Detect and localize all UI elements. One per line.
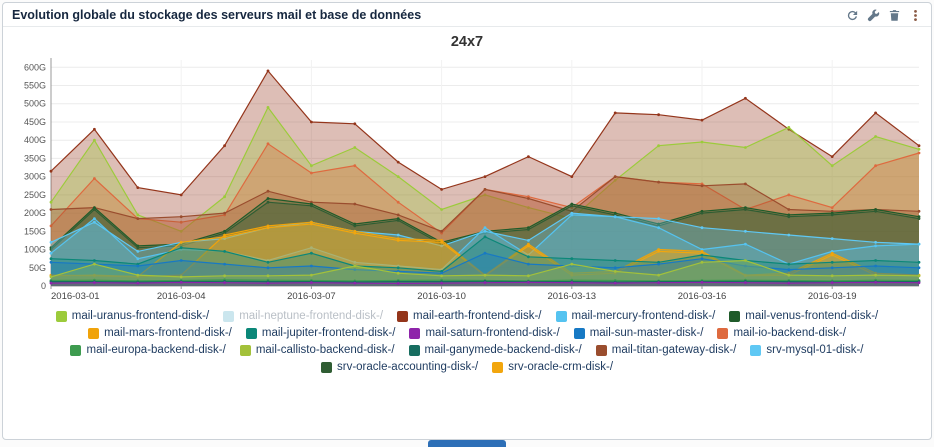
legend-label: srv-oracle-accounting-disk-/ xyxy=(336,361,479,373)
svg-text:0: 0 xyxy=(41,281,46,291)
legend-label: mail-titan-gateway-disk-/ xyxy=(611,344,737,356)
stacked-area-chart[interactable]: 0 50G 100G 150G 200G 250G 300G 350G 400G 450G 500G… xyxy=(7,52,927,304)
legend-color-swatch xyxy=(729,310,741,322)
panel-title: Evolution globale du stockage des serveu… xyxy=(12,8,422,22)
legend-item[interactable]: mail-europa-backend-disk-/ xyxy=(70,344,226,356)
legend-color-swatch xyxy=(70,344,82,356)
legend-item[interactable]: mail-callisto-backend-disk-/ xyxy=(239,344,395,356)
legend-color-swatch xyxy=(320,361,332,373)
legend-color-swatch xyxy=(492,361,504,373)
svg-text:450G: 450G xyxy=(24,117,46,127)
panel-toolbar xyxy=(846,9,922,22)
legend-color-swatch xyxy=(717,327,729,339)
legend-item[interactable]: mail-sun-master-disk-/ xyxy=(573,327,704,339)
legend-label: mail-neptune-frontend-disk-/ xyxy=(239,310,384,322)
legend-label: mail-uranus-frontend-disk-/ xyxy=(71,310,210,322)
legend-item[interactable]: mail-jupiter-frontend-disk-/ xyxy=(245,327,396,339)
svg-text:350G: 350G xyxy=(24,153,46,163)
legend-label: mail-venus-frontend-disk-/ xyxy=(745,310,879,322)
more-icon[interactable] xyxy=(909,9,922,22)
legend-item[interactable]: mail-ganymede-backend-disk-/ xyxy=(408,344,582,356)
legend-label: srv-mysql-01-disk-/ xyxy=(766,344,864,356)
legend-color-swatch xyxy=(573,327,585,339)
legend-label: mail-earth-frontend-disk-/ xyxy=(413,310,542,322)
legend-label: mail-jupiter-frontend-disk-/ xyxy=(261,327,396,339)
legend-color-swatch xyxy=(239,344,251,356)
legend-item[interactable]: mail-io-backend-disk-/ xyxy=(717,327,846,339)
legend-item[interactable]: mail-mars-frontend-disk-/ xyxy=(88,327,232,339)
legend-color-swatch xyxy=(223,310,235,322)
chart-area: 0 50G 100G 150G 200G 250G 300G 350G 400G 450G 500G… xyxy=(3,52,931,304)
svg-text:200G: 200G xyxy=(24,208,46,218)
bottom-blue-bar xyxy=(428,440,506,447)
svg-text:2016-03-01: 2016-03-01 xyxy=(51,291,100,302)
legend-color-swatch xyxy=(88,327,100,339)
dashboard-panel: Evolution globale du stockage des serveu… xyxy=(2,2,932,440)
svg-text:2016-03-19: 2016-03-19 xyxy=(808,291,857,302)
legend-color-swatch xyxy=(595,344,607,356)
legend-label: mail-saturn-frontend-disk-/ xyxy=(425,327,560,339)
svg-text:600G: 600G xyxy=(24,62,46,72)
legend-label: mail-mercury-frontend-disk-/ xyxy=(571,310,716,322)
legend-item[interactable]: srv-mysql-01-disk-/ xyxy=(750,344,864,356)
legend-label: mail-callisto-backend-disk-/ xyxy=(255,344,395,356)
svg-text:2016-03-16: 2016-03-16 xyxy=(678,291,727,302)
legend-item[interactable]: mail-mercury-frontend-disk-/ xyxy=(555,310,716,322)
panel-header: Evolution globale du stockage des serveu… xyxy=(3,3,931,27)
chart-legend: mail-uranus-frontend-disk-/ mail-neptune-… xyxy=(3,304,931,377)
legend-item[interactable]: mail-venus-frontend-disk-/ xyxy=(729,310,878,322)
svg-text:50G: 50G xyxy=(29,263,46,273)
svg-text:150G: 150G xyxy=(24,226,46,236)
svg-text:550G: 550G xyxy=(24,81,46,91)
legend-color-swatch xyxy=(555,310,567,322)
legend-item[interactable]: mail-saturn-frontend-disk-/ xyxy=(409,327,560,339)
svg-text:500G: 500G xyxy=(24,99,46,109)
chart-title: 24x7 xyxy=(450,34,484,50)
legend-color-swatch xyxy=(55,310,67,322)
legend-label: mail-ganymede-backend-disk-/ xyxy=(424,344,582,356)
svg-text:2016-03-13: 2016-03-13 xyxy=(547,291,596,302)
svg-text:2016-03-04: 2016-03-04 xyxy=(157,291,206,302)
svg-text:100G: 100G xyxy=(24,245,46,255)
svg-text:300G: 300G xyxy=(24,172,46,182)
svg-text:2016-03-10: 2016-03-10 xyxy=(417,291,466,302)
refresh-icon[interactable] xyxy=(846,9,859,22)
legend-label: mail-io-backend-disk-/ xyxy=(733,327,846,339)
trash-icon[interactable] xyxy=(888,9,901,22)
legend-label: mail-europa-backend-disk-/ xyxy=(86,344,226,356)
legend-color-swatch xyxy=(750,344,762,356)
svg-text:2016-03-07: 2016-03-07 xyxy=(287,291,336,302)
legend-item[interactable]: mail-uranus-frontend-disk-/ xyxy=(55,310,210,322)
svg-text:400G: 400G xyxy=(24,135,46,145)
legend-color-swatch xyxy=(245,327,257,339)
wrench-icon[interactable] xyxy=(867,9,880,22)
legend-item[interactable]: mail-neptune-frontend-disk-/ xyxy=(223,310,383,322)
legend-color-swatch xyxy=(397,310,409,322)
legend-item[interactable]: mail-titan-gateway-disk-/ xyxy=(595,344,737,356)
legend-item[interactable]: mail-earth-frontend-disk-/ xyxy=(397,310,542,322)
legend-color-swatch xyxy=(409,327,421,339)
svg-text:250G: 250G xyxy=(24,190,46,200)
legend-color-swatch xyxy=(408,344,420,356)
legend-item[interactable]: srv-oracle-accounting-disk-/ xyxy=(320,361,479,373)
legend-label: srv-oracle-crm-disk-/ xyxy=(508,361,614,373)
legend-item[interactable]: srv-oracle-crm-disk-/ xyxy=(492,361,613,373)
legend-label: mail-sun-master-disk-/ xyxy=(589,327,704,339)
legend-label: mail-mars-frontend-disk-/ xyxy=(104,327,232,339)
